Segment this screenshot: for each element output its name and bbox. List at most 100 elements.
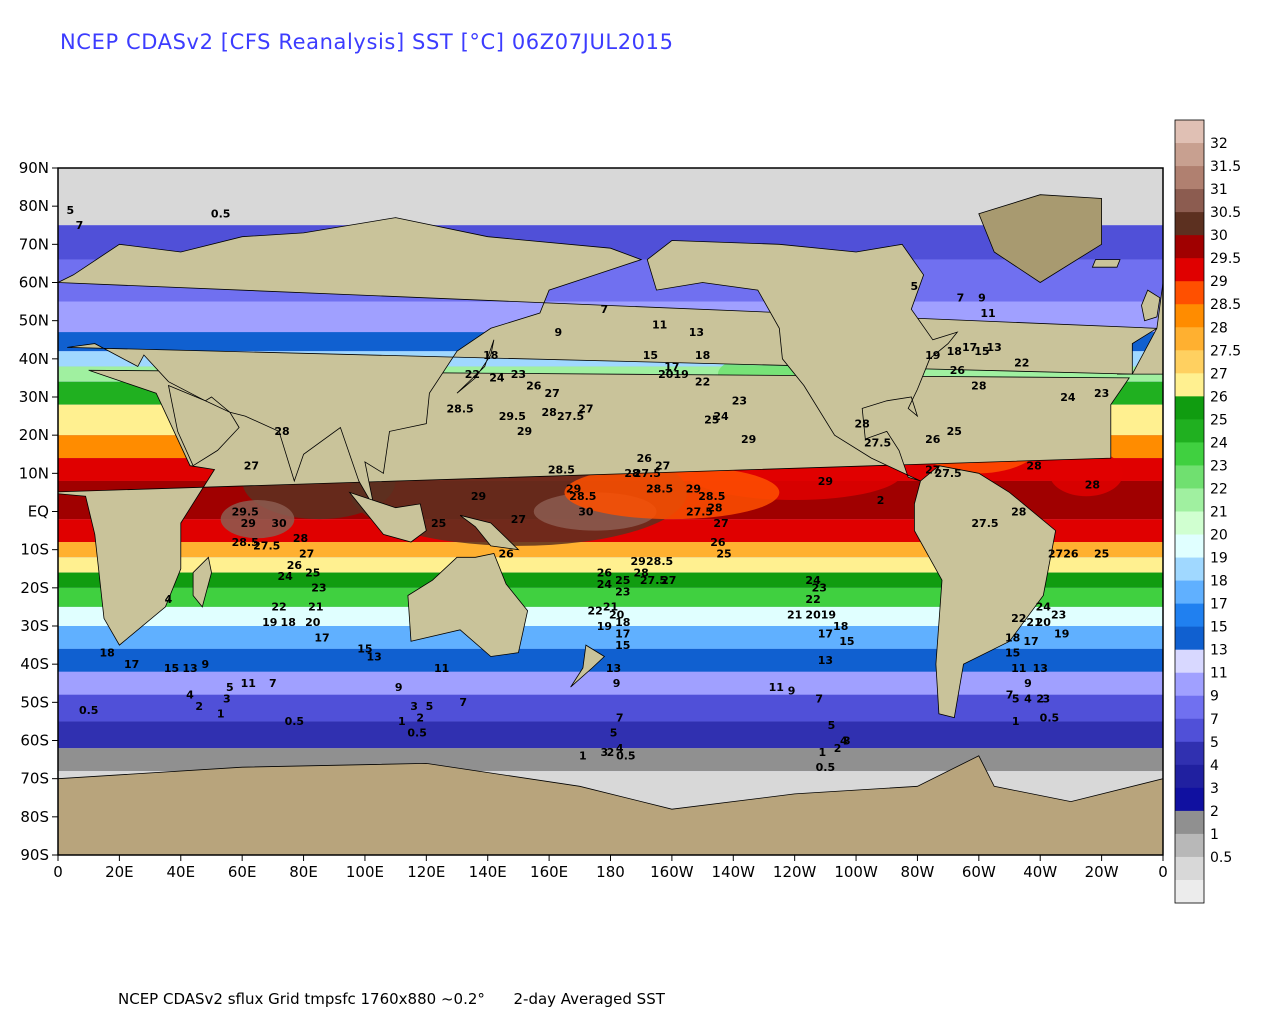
contour-label: 22 — [587, 605, 602, 618]
contour-label: 5 — [911, 280, 919, 293]
contour-label: 1 — [579, 750, 587, 763]
x-tick-label: 40W — [1023, 863, 1057, 881]
contour-label: 26 — [287, 559, 303, 572]
contour-label: 24 — [1060, 391, 1076, 404]
contour-label: 15 — [839, 635, 854, 648]
colorbar-label: 30.5 — [1210, 205, 1241, 221]
contour-label: 11 — [980, 307, 995, 320]
contour-label: 1 — [1012, 715, 1020, 728]
colorbar-label: 31 — [1210, 182, 1228, 198]
contour-label: 19 — [1054, 627, 1069, 640]
contour-label: 4 — [616, 742, 624, 755]
contour-label: 15 — [357, 643, 372, 656]
contour-label: 29 — [517, 425, 532, 438]
contour-label: 3 — [410, 700, 418, 713]
x-tick-label: 140W — [712, 863, 756, 881]
land-new-guinea — [459, 514, 520, 551]
y-tick-label: 60N — [19, 274, 49, 292]
contour-label: 28 — [707, 502, 722, 515]
colorbar-swatch — [1175, 143, 1204, 167]
land-eurasia — [58, 217, 1159, 508]
contour-label: 13 — [1033, 662, 1048, 675]
colorbar-swatch — [1175, 764, 1204, 789]
colorbar-swatch — [1175, 718, 1204, 743]
contour-label: 18 — [615, 616, 630, 629]
colorbar-label: 0.5 — [1210, 850, 1232, 866]
contour-label: 27 — [655, 460, 670, 473]
contour-label: 11 — [769, 681, 784, 694]
contour-label: 25 — [947, 425, 962, 438]
contour-label: 21 — [603, 601, 618, 614]
contour-label: 7 — [76, 219, 84, 232]
contour-label: 28 — [1085, 479, 1100, 492]
x-tick-label: 120W — [773, 863, 817, 881]
contour-label: 4 — [165, 593, 173, 606]
contour-label: 4 — [1024, 692, 1032, 705]
colorbar-swatch — [1175, 879, 1204, 904]
contour-label: 13 — [182, 662, 197, 675]
contour-label: 2 — [877, 494, 885, 507]
x-tick-label: 100E — [346, 863, 384, 881]
contour-label: 5 — [610, 727, 618, 740]
colorbar-swatch — [1175, 189, 1204, 213]
sst-band — [58, 587, 1163, 607]
colorbar-label: 29 — [1210, 274, 1228, 290]
sst-band — [58, 721, 1163, 749]
contour-label: 25 — [615, 574, 630, 587]
longitude-axis: 0 20E 40E 60E 80E 100E 120E 140E 160E 180 160W 140W… — [53, 855, 1168, 881]
contour-label: 5 — [828, 719, 836, 732]
colorbar-label: 11 — [1210, 666, 1228, 682]
map-area — [58, 168, 1163, 855]
colorbar-swatch — [1175, 856, 1204, 881]
land-antarctica — [58, 755, 1163, 855]
contour-label: 11 — [1011, 662, 1026, 675]
land-arabia — [167, 384, 240, 467]
contour-label: 9 — [1024, 677, 1032, 690]
contour-label: 4 — [186, 689, 194, 702]
contour-label: 18 — [1005, 631, 1020, 644]
contour-label: 9 — [788, 685, 796, 698]
colorbar-label: 4 — [1210, 758, 1219, 774]
contour-label: 24 — [489, 372, 505, 385]
land-australia — [407, 553, 529, 657]
y-tick-label: 60S — [20, 732, 49, 750]
contour-label: 18 — [947, 345, 962, 358]
sst-band — [58, 648, 1163, 672]
sst-band — [58, 671, 1163, 695]
contour-label: 13 — [689, 326, 704, 339]
contour-label: 7 — [815, 692, 823, 705]
contour-label: 15 — [974, 345, 989, 358]
contour-label: 23 — [311, 582, 326, 595]
y-tick-label: 10N — [19, 464, 49, 482]
colorbar-label: 26 — [1210, 389, 1228, 405]
contour-label: 18 — [483, 349, 498, 362]
colorbar-frame — [1174, 119, 1205, 904]
y-tick-label: 20S — [20, 579, 49, 597]
contour-label: 25 — [704, 414, 719, 427]
contour-label: 24 — [1036, 601, 1052, 614]
contour-label: 24 — [805, 574, 821, 587]
colorbar-label: 3 — [1210, 781, 1219, 797]
contour-label: 24 — [713, 410, 729, 423]
contour-label: 27.5 — [935, 467, 962, 480]
contour-label: 2 — [607, 746, 615, 759]
land-indonesia — [348, 491, 427, 543]
colorbar-label: 20 — [1210, 528, 1228, 544]
colorbar-label: 28.5 — [1210, 297, 1241, 313]
contour-label: 29 — [686, 482, 701, 495]
contour-label: 27 — [511, 513, 526, 526]
contour-label: 30 — [271, 517, 287, 530]
footer-caption: NCEP CDASv2 sflux Grid tmpsfc 1760x880 ~… — [118, 990, 665, 1008]
colorbar-swatch — [1175, 304, 1204, 328]
contour-label: 0.5 — [1040, 711, 1060, 724]
contour-label: 18 — [99, 647, 114, 660]
colorbar-swatch — [1175, 534, 1204, 559]
sst-band — [58, 168, 1163, 226]
contour-label: 29 — [818, 475, 833, 488]
contour-label: 1 — [398, 715, 406, 728]
y-tick-label: 70N — [19, 235, 49, 253]
contour-label: 17 — [818, 627, 833, 640]
colorbar-label: 2 — [1210, 804, 1219, 820]
y-tick-label: 30N — [19, 388, 49, 406]
sst-band — [58, 606, 1163, 626]
